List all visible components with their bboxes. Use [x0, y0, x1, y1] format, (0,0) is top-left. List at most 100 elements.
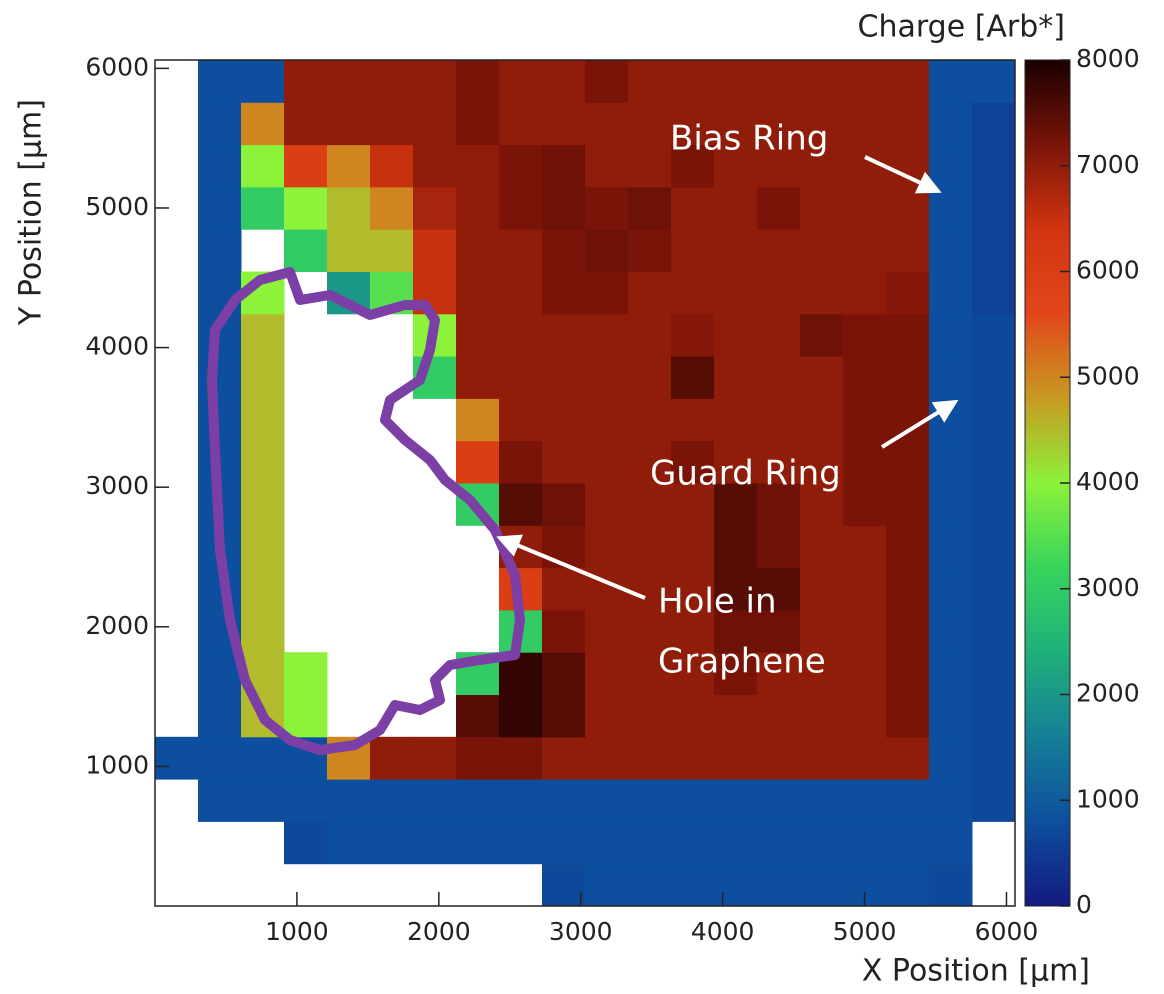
cell — [456, 229, 500, 272]
cell — [843, 272, 887, 315]
cell — [542, 229, 586, 272]
cell — [800, 821, 844, 864]
cell — [327, 60, 371, 103]
cell — [542, 398, 586, 441]
cell — [929, 568, 973, 611]
cell — [585, 652, 629, 695]
cell — [929, 821, 973, 864]
cell — [972, 398, 1016, 441]
cell — [241, 314, 285, 357]
cell — [284, 187, 328, 230]
cell — [585, 483, 629, 526]
colorbar-tick-label: 7000 — [1076, 150, 1140, 179]
cell — [671, 864, 715, 907]
cell — [628, 102, 672, 145]
cell — [542, 441, 586, 484]
cell — [499, 441, 543, 484]
cell — [370, 779, 414, 822]
cell — [155, 737, 199, 780]
cell — [929, 525, 973, 568]
y-axis-label: Y Position [µm] — [14, 99, 49, 326]
cell — [542, 525, 586, 568]
cell — [800, 60, 844, 103]
cell — [800, 779, 844, 822]
x-tick-label: 2000 — [407, 917, 471, 946]
cell — [585, 60, 629, 103]
cell — [972, 737, 1016, 780]
cell — [585, 610, 629, 653]
cell — [241, 483, 285, 526]
cell — [671, 398, 715, 441]
cell — [929, 695, 973, 738]
cell — [843, 652, 887, 695]
colorbar-tick-label: 6000 — [1076, 256, 1140, 285]
cell — [628, 398, 672, 441]
cell — [757, 864, 801, 907]
cell — [714, 229, 758, 272]
cell — [241, 187, 285, 230]
cell — [585, 737, 629, 780]
colorbar-title: Charge [Arb*] — [858, 10, 1066, 45]
cell — [757, 60, 801, 103]
cell — [241, 356, 285, 399]
cell — [671, 525, 715, 568]
cell — [198, 60, 242, 103]
cell — [542, 483, 586, 526]
cell — [886, 272, 930, 315]
cell — [671, 356, 715, 399]
cell — [843, 568, 887, 611]
cell — [628, 821, 672, 864]
cell — [929, 483, 973, 526]
cell — [929, 229, 973, 272]
cell — [370, 60, 414, 103]
cell — [499, 187, 543, 230]
cell — [585, 441, 629, 484]
cell — [671, 314, 715, 357]
cell — [542, 779, 586, 822]
cell — [499, 695, 543, 738]
cell — [843, 525, 887, 568]
cell — [628, 779, 672, 822]
cell — [241, 60, 285, 103]
cell — [284, 60, 328, 103]
chart: Bias Ring Guard Ring Hole in Graphene X … — [0, 0, 1164, 994]
cell — [628, 525, 672, 568]
cell — [241, 737, 285, 780]
cell — [284, 145, 328, 188]
cell — [972, 610, 1016, 653]
y-tick-label: 1000 — [85, 750, 149, 779]
cell — [585, 821, 629, 864]
cell — [972, 102, 1016, 145]
cell — [198, 229, 242, 272]
cell — [843, 610, 887, 653]
colorbar-tick-label: 3000 — [1076, 573, 1140, 602]
cell — [628, 737, 672, 780]
cell — [241, 102, 285, 145]
cell — [628, 864, 672, 907]
cell — [542, 864, 586, 907]
cell — [585, 695, 629, 738]
x-tick-label: 5000 — [833, 917, 897, 946]
colorbar-tick-label: 1000 — [1076, 784, 1140, 813]
cell — [972, 356, 1016, 399]
cell — [198, 102, 242, 145]
cell — [800, 525, 844, 568]
cell — [284, 821, 328, 864]
cell — [585, 272, 629, 315]
cell — [198, 145, 242, 188]
cell — [413, 779, 457, 822]
cell — [456, 102, 500, 145]
cell — [972, 779, 1016, 822]
cell — [499, 272, 543, 315]
cell — [198, 398, 242, 441]
cell — [327, 145, 371, 188]
cell — [542, 187, 586, 230]
cell — [628, 272, 672, 315]
cell — [413, 102, 457, 145]
cell — [714, 779, 758, 822]
cell — [327, 102, 371, 145]
cell — [800, 864, 844, 907]
cell — [714, 864, 758, 907]
cell — [499, 737, 543, 780]
cell — [327, 821, 371, 864]
